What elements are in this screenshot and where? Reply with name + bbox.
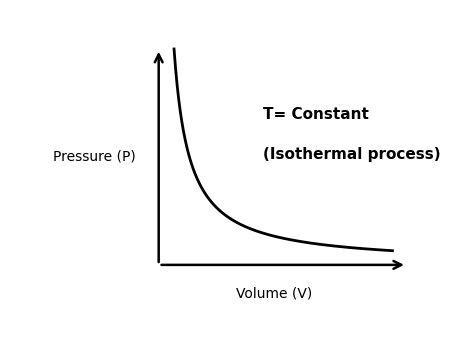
Text: Volume (V): Volume (V) (235, 287, 311, 301)
Text: T= Constant: T= Constant (263, 107, 368, 122)
Text: (Isothermal process): (Isothermal process) (263, 147, 440, 162)
Text: Pressure (P): Pressure (P) (52, 150, 135, 164)
